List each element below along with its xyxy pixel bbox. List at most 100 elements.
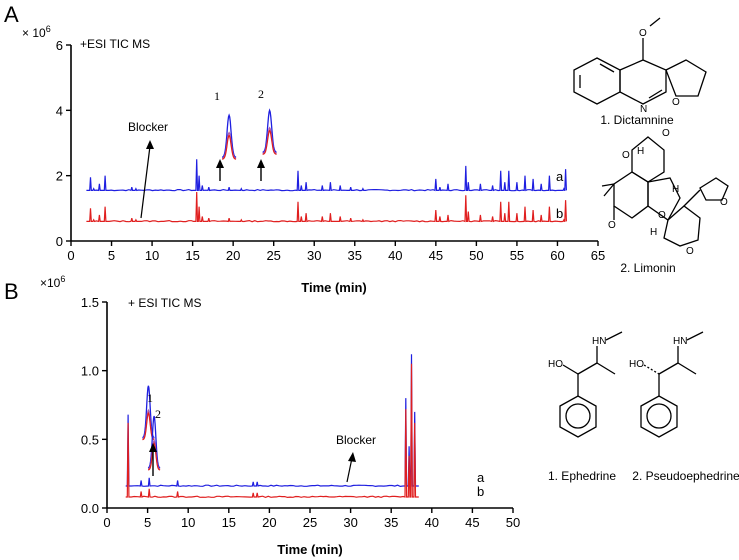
panel-b-inset-label-2: 2 — [155, 407, 161, 421]
panel-b-trace-label-a: a — [477, 470, 485, 485]
panel-a-axes — [70, 45, 598, 242]
limonin-structure: O O O O O O H H H — [601, 128, 729, 257]
pseudoephedrine-structure: HO HN — [629, 331, 704, 438]
svg-text:O: O — [622, 150, 630, 161]
svg-text:H: H — [650, 227, 657, 238]
inset-peak-a — [221, 113, 237, 158]
panel-a-inset-arrow-2 — [257, 159, 265, 181]
x-tick-label: 65 — [591, 248, 605, 263]
panel-a-inset-label-2: 2 — [258, 87, 264, 101]
panel-b-mode-label: + ESI TIC MS — [128, 296, 201, 310]
x-tick-label: 20 — [262, 515, 276, 530]
panel-a-trace-label-a: a — [556, 169, 564, 184]
x-tick-label: 45 — [429, 248, 443, 263]
series-line-a — [86, 159, 567, 192]
x-tick-label: 5 — [108, 248, 115, 263]
panel-b-blocker-arrow — [346, 452, 356, 483]
x-tick-label: 10 — [181, 515, 195, 530]
x-tick-label: 35 — [384, 515, 398, 530]
x-tick-label: 20 — [226, 248, 240, 263]
series-line-b — [86, 191, 567, 223]
x-tick-label: 40 — [388, 248, 402, 263]
x-tick-label: 10 — [145, 248, 159, 263]
ephedrine-structure: HO HN — [548, 331, 623, 438]
panel-a-trace-label-b: b — [556, 206, 563, 221]
inset-peak-b — [222, 134, 237, 160]
x-tick-label: 55 — [510, 248, 524, 263]
panel-b: B ×106 + ESI TIC MS 0 5 10 15 20 25 30 35 40 45 50… — [4, 274, 739, 557]
compound-ephedrine: 1. Ephedrine — [548, 469, 616, 483]
svg-text:O: O — [608, 220, 616, 231]
panel-b-axes — [106, 302, 513, 509]
panel-a-traces — [86, 159, 567, 223]
svg-text:O: O — [686, 246, 694, 257]
panel-b-insets — [142, 385, 161, 471]
inset-peak-a — [262, 108, 277, 153]
y-tick-label: 1.5 — [81, 295, 99, 310]
panel-a-ticks: 0 5 10 15 20 25 30 35 40 45 50 55 60 65 0 2 4 6 — [56, 38, 605, 263]
svg-text:O: O — [658, 210, 666, 221]
x-tick-label: 50 — [469, 248, 483, 263]
x-tick-label: 25 — [266, 248, 280, 263]
panel-a-exponent: × 106 — [22, 24, 51, 40]
y-tick-label: 6 — [56, 38, 63, 53]
x-tick-label: 25 — [303, 515, 317, 530]
series-line-a — [125, 354, 419, 488]
svg-text:HN: HN — [673, 336, 687, 347]
x-tick-label: 5 — [144, 515, 151, 530]
svg-text:O: O — [720, 197, 728, 208]
y-tick-label: 4 — [56, 103, 63, 118]
svg-text:O: O — [639, 28, 647, 39]
x-tick-label: 0 — [103, 515, 110, 530]
series-line-b — [125, 363, 419, 499]
x-tick-label: 60 — [550, 248, 564, 263]
inset-peak-b — [262, 129, 277, 155]
dictamnine-n-atom: N — [640, 104, 647, 115]
x-tick-label: 15 — [185, 248, 199, 263]
svg-text:O: O — [672, 97, 680, 108]
panel-a-inset-label-1: 1 — [214, 89, 220, 103]
panel-b-blocker-label: Blocker — [336, 433, 376, 447]
svg-text:H: H — [672, 184, 679, 195]
x-tick-label: 0 — [67, 248, 74, 263]
x-tick-label: 15 — [222, 515, 236, 530]
y-tick-label: 0.0 — [81, 501, 99, 516]
x-tick-label: 35 — [348, 248, 362, 263]
panel-b-trace-label-b: b — [477, 484, 484, 499]
y-tick-label: 2 — [56, 169, 63, 184]
panel-b-inset-label-1: 1 — [147, 391, 153, 405]
panel-a-letter: A — [4, 2, 19, 27]
y-tick-label: 0 — [56, 234, 63, 249]
panel-a: A × 106 +ESI TIC MS 0 5 10 15 20 25 30 35 40 45 50… — [4, 2, 729, 295]
panel-b-x-title: Time (min) — [277, 542, 343, 557]
panel-a-insets — [221, 108, 277, 160]
panel-b-exponent: ×106 — [40, 274, 65, 290]
compound-pseudoephedrine: 2. Pseudoephedrine — [632, 469, 739, 483]
compound-dictamnine: 1. Dictamnine — [600, 113, 674, 127]
panel-a-blocker-arrow — [140, 140, 154, 219]
x-tick-label: 50 — [506, 515, 520, 530]
panel-b-inset-arrow — [149, 443, 157, 476]
compound-limonin: 2. Limonin — [620, 261, 675, 275]
svg-text:HN: HN — [592, 336, 606, 347]
panel-a-blocker-label: Blocker — [128, 120, 168, 134]
svg-text:H: H — [637, 146, 644, 157]
x-tick-label: 40 — [425, 515, 439, 530]
svg-text:HO: HO — [548, 359, 563, 370]
dictamnine-structure: O N O — [573, 17, 707, 115]
panel-a-x-title: Time (min) — [301, 280, 367, 295]
x-tick-label: 30 — [307, 248, 321, 263]
y-tick-label: 1.0 — [81, 364, 99, 379]
inset-peak-b — [147, 441, 161, 471]
x-tick-label: 30 — [343, 515, 357, 530]
panel-b-traces — [125, 354, 419, 499]
inset-peak-a — [147, 415, 161, 469]
panel-a-inset-arrow-1 — [216, 159, 224, 181]
panel-b-ticks: 0 5 10 15 20 25 30 35 40 45 50 0.0 0.5 1.0 1.5 — [81, 295, 520, 530]
svg-text:O: O — [662, 128, 670, 139]
panel-b-letter: B — [4, 279, 19, 304]
y-tick-label: 0.5 — [81, 432, 99, 447]
panel-a-mode-label: +ESI TIC MS — [80, 37, 150, 51]
x-tick-label: 45 — [465, 515, 479, 530]
